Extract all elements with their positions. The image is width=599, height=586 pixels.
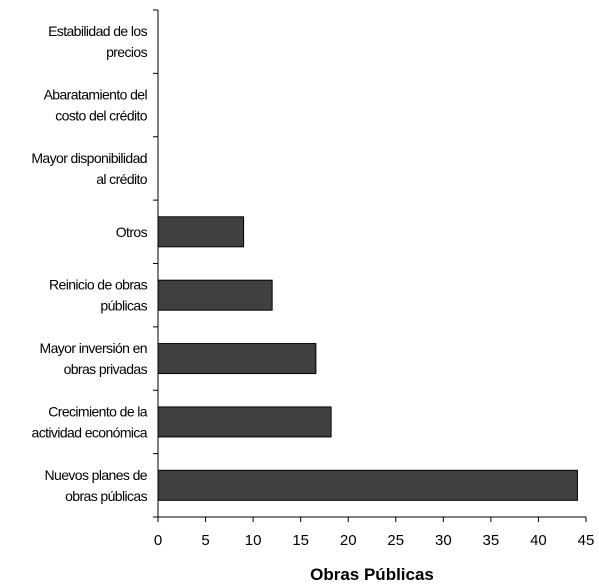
category-label: Nuevos planes de obras públicas (45, 467, 148, 504)
bar (157, 279, 273, 311)
x-tick-label: 5 (201, 532, 209, 549)
y-axis-ticks (153, 9, 158, 518)
category-label: Reinicio de obras públicas (49, 277, 148, 314)
category-label: Abaratamiento del costo del crédito (44, 87, 148, 124)
x-axis-ticks (157, 517, 587, 522)
x-tick-label: 45 (578, 532, 595, 549)
x-tick-label: 35 (483, 532, 500, 549)
x-tick-labels: 0 5 10 15 20 25 30 35 40 45 (154, 532, 595, 549)
x-tick-label: 20 (340, 532, 357, 549)
category-label: Crecimiento de la actividad económica (32, 403, 148, 440)
x-tick-label: 15 (292, 532, 309, 549)
bar (157, 469, 578, 501)
category-label: Estabilidad de los precios (48, 23, 148, 60)
x-tick-label: 30 (435, 532, 452, 549)
x-axis-title: Obras Públicas (310, 565, 434, 584)
x-tick-label: 40 (530, 532, 547, 549)
bar (157, 343, 317, 375)
category-label: Mayor disponibilidad al crédito (31, 150, 147, 187)
x-tick-label: 25 (387, 532, 404, 549)
bars-group (157, 216, 578, 501)
category-label: Otros (116, 224, 148, 240)
x-tick-label: 0 (154, 532, 162, 549)
category-label: Mayor inversión en obras privadas (40, 340, 148, 377)
bar (157, 216, 245, 248)
bar (157, 406, 332, 438)
x-tick-label: 10 (245, 532, 262, 549)
category-labels: Estabilidad de los precios Abaratamiento d… (31, 23, 148, 504)
